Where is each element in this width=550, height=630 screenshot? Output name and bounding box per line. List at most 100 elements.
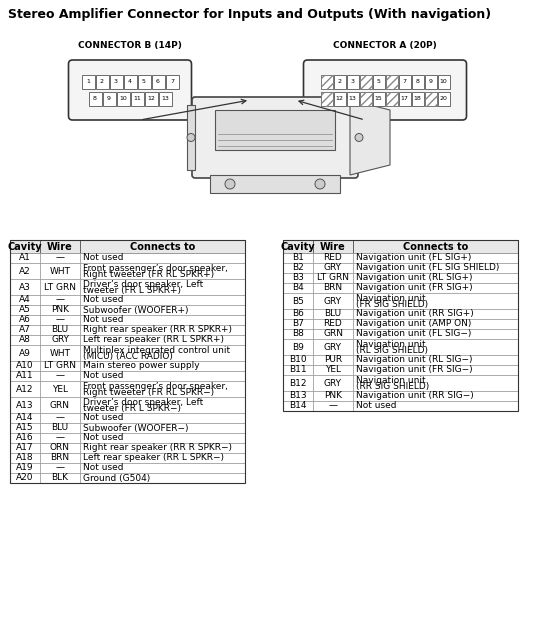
- Bar: [10, 473, 40, 483]
- Text: B8: B8: [292, 329, 304, 338]
- Text: Right tweeter (FR RL SPKR+): Right tweeter (FR RL SPKR+): [83, 270, 214, 279]
- Text: BRN: BRN: [323, 284, 343, 292]
- Text: Front passenger’s door speaker,: Front passenger’s door speaker,: [83, 263, 228, 273]
- Bar: [313, 283, 353, 293]
- Bar: [372, 74, 384, 88]
- Text: Stereo Amplifier Connector for Inputs and Outputs (With navigation): Stereo Amplifier Connector for Inputs an…: [8, 8, 491, 21]
- Bar: [353, 391, 518, 401]
- Text: LT GRN: LT GRN: [44, 362, 76, 370]
- Text: Cavity: Cavity: [8, 241, 42, 251]
- Circle shape: [315, 179, 325, 189]
- Text: 2: 2: [100, 79, 104, 84]
- Bar: [102, 91, 116, 105]
- Bar: [10, 335, 40, 345]
- Bar: [40, 315, 80, 325]
- Text: 10: 10: [439, 79, 447, 84]
- Polygon shape: [350, 100, 390, 175]
- Text: A16: A16: [16, 433, 34, 442]
- Bar: [10, 463, 40, 473]
- Text: Right rear speaker (RR R SPKR−): Right rear speaker (RR R SPKR−): [83, 444, 232, 452]
- Bar: [313, 329, 353, 339]
- Text: CONNECTOR B (14P): CONNECTOR B (14P): [78, 41, 182, 50]
- Text: B10: B10: [289, 355, 307, 365]
- Text: Subwoofer (WOOFER−): Subwoofer (WOOFER−): [83, 423, 189, 433]
- Bar: [353, 263, 518, 273]
- Bar: [346, 91, 359, 105]
- Text: 12: 12: [147, 96, 155, 101]
- Text: 12: 12: [336, 96, 343, 101]
- Bar: [40, 325, 80, 335]
- Bar: [80, 345, 245, 361]
- Text: Multiplex integrated control unit: Multiplex integrated control unit: [83, 346, 230, 355]
- Text: 10: 10: [119, 96, 127, 101]
- Bar: [355, 105, 363, 170]
- Bar: [353, 253, 518, 263]
- Bar: [353, 401, 518, 411]
- Text: Navigation unit (RR SIG−): Navigation unit (RR SIG−): [356, 391, 474, 401]
- Bar: [89, 91, 102, 105]
- Text: A19: A19: [16, 464, 34, 472]
- Bar: [353, 309, 518, 319]
- Text: A15: A15: [16, 423, 34, 433]
- Bar: [283, 283, 313, 293]
- Bar: [353, 329, 518, 339]
- Bar: [10, 345, 40, 361]
- Text: A10: A10: [16, 362, 34, 370]
- Text: Driver’s door speaker, Left: Driver’s door speaker, Left: [83, 280, 204, 289]
- Text: —: —: [328, 401, 338, 411]
- Text: GRN: GRN: [323, 329, 343, 338]
- Bar: [215, 110, 335, 150]
- Bar: [210, 175, 340, 193]
- Bar: [10, 240, 40, 253]
- Text: Left rear speaker (RR L SPKR−): Left rear speaker (RR L SPKR−): [83, 454, 224, 462]
- Text: Navigation unit (RL SIG−): Navigation unit (RL SIG−): [356, 355, 472, 365]
- Bar: [10, 295, 40, 305]
- Text: B2: B2: [292, 263, 304, 273]
- Bar: [353, 283, 518, 293]
- Bar: [80, 423, 245, 433]
- Bar: [283, 365, 313, 375]
- Bar: [10, 453, 40, 463]
- Bar: [283, 240, 313, 253]
- Bar: [353, 365, 518, 375]
- Bar: [81, 74, 95, 88]
- Bar: [80, 305, 245, 315]
- Bar: [313, 391, 353, 401]
- Text: Not used: Not used: [356, 401, 397, 411]
- Text: —: —: [56, 413, 64, 423]
- Bar: [10, 361, 40, 371]
- Text: 15: 15: [375, 96, 382, 101]
- Bar: [96, 74, 108, 88]
- Bar: [10, 423, 40, 433]
- Text: Left rear speaker (RR L SPKR+): Left rear speaker (RR L SPKR+): [83, 336, 224, 345]
- Text: (RR SIG SHIELD): (RR SIG SHIELD): [356, 382, 429, 391]
- Bar: [80, 325, 245, 335]
- Bar: [313, 273, 353, 283]
- Bar: [80, 279, 245, 295]
- Bar: [40, 361, 80, 371]
- Text: A7: A7: [19, 326, 31, 335]
- Text: Navigation unit: Navigation unit: [356, 294, 426, 302]
- Bar: [283, 319, 313, 329]
- Bar: [313, 375, 353, 391]
- Text: tweeter (FR L SPKR+): tweeter (FR L SPKR+): [83, 286, 181, 295]
- Bar: [313, 339, 353, 355]
- Bar: [80, 315, 245, 325]
- Bar: [360, 74, 371, 88]
- Bar: [283, 263, 313, 273]
- Bar: [333, 91, 345, 105]
- Bar: [80, 443, 245, 453]
- Text: RED: RED: [323, 319, 342, 328]
- Text: 9: 9: [107, 96, 111, 101]
- Text: (RL SIG SHIELD): (RL SIG SHIELD): [356, 346, 428, 355]
- Text: 2: 2: [338, 79, 342, 84]
- Text: Subwoofer (WOOFER+): Subwoofer (WOOFER+): [83, 306, 189, 314]
- Bar: [313, 355, 353, 365]
- Bar: [313, 293, 353, 309]
- Bar: [283, 240, 518, 411]
- Bar: [138, 74, 151, 88]
- Bar: [313, 309, 353, 319]
- Bar: [321, 91, 333, 105]
- Text: B11: B11: [289, 365, 307, 374]
- Bar: [321, 91, 333, 105]
